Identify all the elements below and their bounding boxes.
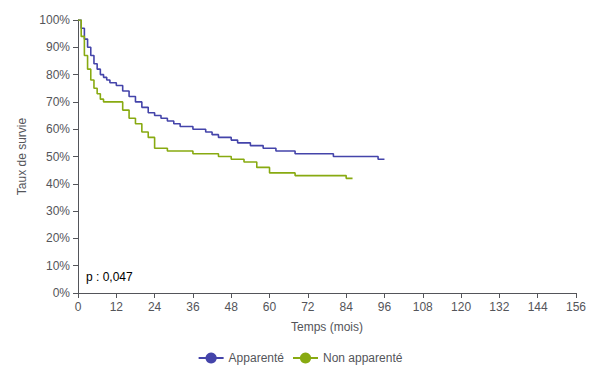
svg-text:84: 84 [339,300,353,314]
svg-text:132: 132 [489,300,509,314]
svg-text:Taux de survie: Taux de survie [15,117,29,195]
svg-text:48: 48 [225,300,239,314]
svg-text:10%: 10% [46,259,70,273]
svg-text:Non apparenté: Non apparenté [323,351,403,365]
svg-text:12: 12 [110,300,124,314]
svg-text:90%: 90% [46,40,70,54]
svg-text:80%: 80% [46,68,70,82]
svg-text:108: 108 [413,300,433,314]
svg-text:Temps (mois): Temps (mois) [291,320,363,334]
svg-text:50%: 50% [46,150,70,164]
svg-text:36: 36 [186,300,200,314]
svg-text:100%: 100% [39,13,70,27]
svg-text:24: 24 [148,300,162,314]
svg-text:30%: 30% [46,204,70,218]
svg-text:40%: 40% [46,177,70,191]
svg-text:70%: 70% [46,95,70,109]
svg-text:120: 120 [451,300,471,314]
svg-text:72: 72 [301,300,315,314]
svg-text:p : 0,047: p : 0,047 [86,270,133,284]
svg-text:60: 60 [263,300,277,314]
svg-text:0: 0 [75,300,82,314]
svg-text:144: 144 [528,300,548,314]
svg-text:20%: 20% [46,231,70,245]
svg-text:0%: 0% [53,286,71,300]
svg-text:156: 156 [566,300,586,314]
svg-text:Apparenté: Apparenté [229,351,285,365]
svg-text:60%: 60% [46,122,70,136]
svg-text:96: 96 [378,300,392,314]
